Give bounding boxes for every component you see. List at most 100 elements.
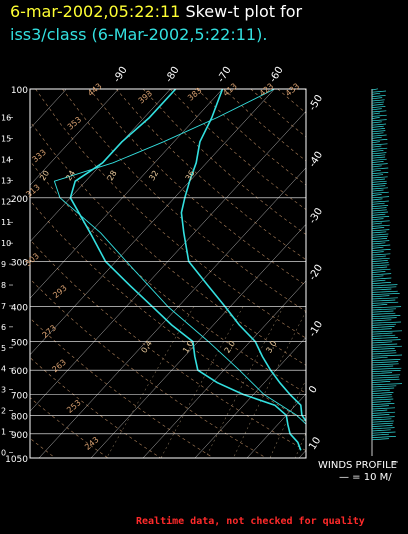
wind-barb (371, 165, 382, 168)
dry-adiabat-line (30, 437, 56, 458)
theta-label: 393 (137, 89, 154, 106)
wind-barb (371, 174, 384, 177)
wind-barb (371, 141, 380, 144)
wind-barb (371, 101, 385, 104)
wind-barb (371, 145, 382, 148)
wind-barb (371, 392, 394, 394)
wind-barb (371, 367, 402, 370)
height-tick-label: 4 (1, 365, 6, 374)
wind-barb (371, 341, 393, 344)
wind-barb (371, 372, 393, 375)
wind-barb (371, 407, 396, 410)
wind-barb (371, 436, 396, 438)
wind-barb (371, 260, 388, 262)
theta-label: 243 (83, 435, 100, 452)
temperature-tick-label: -80 (164, 65, 182, 85)
wind-barb (371, 119, 387, 122)
wind-barb (371, 176, 388, 179)
wind-barb (371, 257, 390, 260)
wind-barb (371, 200, 389, 203)
wind-barb (371, 240, 390, 243)
wind-barb (371, 429, 391, 432)
dry-adiabat-line (35, 89, 306, 339)
wind-barb (371, 255, 386, 258)
wind-barb (371, 414, 390, 416)
pressure-tick-label: 400 (11, 304, 28, 314)
wind-barb (371, 403, 395, 405)
wind-barb (371, 161, 384, 163)
pressure-tick-label: 500 (11, 339, 28, 349)
wind-barb (371, 356, 388, 359)
wind-barb (371, 383, 403, 386)
wind-barb (371, 271, 386, 273)
wind-barb (371, 242, 386, 245)
temperature-tick-label: -30 (307, 206, 325, 226)
wind-barb (371, 405, 389, 408)
wind-barb (371, 306, 402, 309)
wind-barb (371, 99, 385, 102)
title-source: iss3/class (6-Mar-2002,5:22:11). (10, 25, 268, 44)
wind-barb (371, 207, 387, 210)
isotherm-line (246, 393, 306, 458)
dry-adiabat-line (115, 89, 306, 261)
wind-barb (371, 343, 398, 346)
wind-barb (371, 433, 389, 436)
height-tick-label: 8 (1, 281, 6, 290)
wind-barb (371, 229, 390, 232)
wind-barb (371, 381, 391, 383)
wind-barb (371, 301, 399, 304)
wind-barb (371, 304, 388, 306)
plot-frame (29, 88, 307, 459)
isotherm-line (90, 223, 306, 458)
theta-label: 443 (86, 81, 103, 98)
theta-label: 423 (258, 81, 275, 98)
wind-barb (371, 370, 401, 372)
height-tick-label: 9 (1, 260, 6, 269)
parcel-profile-line (53, 89, 306, 425)
isotherm-line (30, 89, 171, 243)
wind-barb (371, 202, 385, 205)
wind-barb (371, 123, 387, 126)
height-tick-label: 0 (1, 448, 6, 457)
wind-barb (371, 172, 389, 174)
wind-barb (371, 244, 391, 247)
dry-adiabat-line (332, 89, 408, 458)
wind-barb (371, 308, 396, 311)
mixing-ratio-label: 20 (38, 169, 51, 182)
mixing-ratio-line (106, 306, 195, 458)
wind-barb (371, 350, 396, 353)
dry-adiabat-line (30, 317, 214, 458)
wind-barb (371, 134, 387, 137)
wind-barb (371, 299, 396, 302)
wind-barb (371, 310, 394, 313)
wind-barb (371, 92, 381, 95)
wind-barb (371, 253, 391, 256)
wind-barb (371, 233, 389, 236)
wind-barb (371, 90, 387, 93)
height-tick-label: 7 (1, 302, 6, 311)
height-tick-label: 1 (1, 427, 6, 436)
wind-barb (371, 315, 401, 317)
theta-label: 313 (24, 183, 41, 200)
wind-barb (371, 227, 385, 229)
mixing-ratio-label: 36 (184, 169, 197, 182)
isotherm-line (142, 280, 306, 458)
theta-label: 383 (186, 86, 203, 103)
wind-barb (371, 321, 402, 324)
wind-barb (371, 246, 384, 249)
wind-barb (371, 238, 388, 240)
height-tick-label: 11 (1, 218, 11, 227)
wind-barb (371, 385, 397, 388)
wind-barb (371, 359, 401, 361)
height-tick-label: 2 (1, 407, 6, 416)
pressure-tick-label: 900 (11, 431, 28, 441)
quality-note: Realtime data, not checked for quality (136, 516, 365, 527)
dry-adiabat-line (30, 357, 161, 458)
dry-adiabat-line (30, 239, 306, 452)
wind-barb (371, 235, 388, 238)
wind-barb (371, 249, 391, 251)
temperature-tick-label: -10 (307, 319, 325, 339)
wind-barb (371, 189, 384, 192)
height-tick-label: 12 (1, 197, 11, 206)
wind-barb (371, 106, 386, 108)
